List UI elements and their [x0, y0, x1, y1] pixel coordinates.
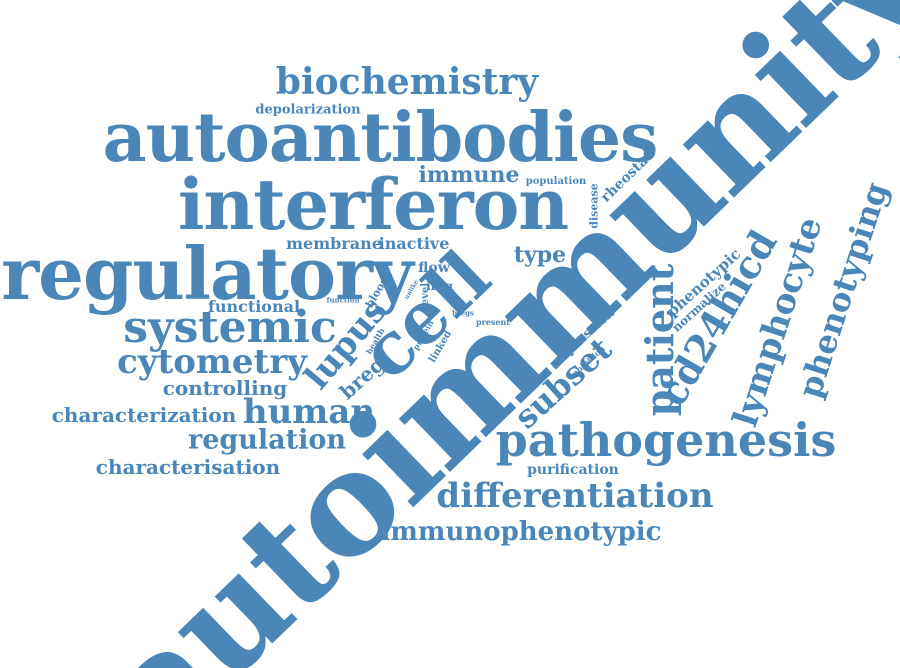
- word-regulation: regulation: [187, 424, 347, 456]
- word-immunophenotypic: immunophenotypic: [380, 517, 662, 547]
- word-present: present: [475, 317, 511, 327]
- word-population: population: [525, 176, 587, 187]
- word-disease: disease: [587, 183, 601, 229]
- word-function: function: [326, 295, 360, 305]
- word-characterization: characterization: [51, 403, 237, 427]
- word-differentiation: differentiation: [436, 476, 714, 516]
- word-membrane: membrane: [286, 234, 382, 253]
- word-pathogenesis: pathogenesis: [495, 413, 837, 467]
- word-cytometry: cytometry: [117, 342, 307, 382]
- word-characterisation: characterisation: [95, 455, 281, 479]
- word-depolarization: depolarization: [255, 102, 361, 118]
- word-bregs: bregs: [452, 308, 474, 318]
- word-human: human: [242, 392, 376, 432]
- word-immune: immune: [418, 162, 520, 188]
- word-ifna: ifnα: [426, 279, 454, 293]
- word-purification: purification: [527, 462, 619, 478]
- word-inactive: inactive: [378, 234, 450, 253]
- word-autoantibodies: autoantibodies: [102, 98, 659, 178]
- word-regulatory: regulatory: [1, 231, 413, 316]
- word-interferon: interferon: [177, 163, 569, 246]
- word-controlling: controlling: [162, 376, 288, 400]
- word-level: level: [420, 282, 431, 310]
- word-biochemistry: biochemistry: [275, 61, 539, 103]
- word-flow: flow: [418, 260, 450, 276]
- word-systemic: systemic: [123, 302, 337, 353]
- word-functional: functional: [207, 297, 301, 316]
- word-type: type: [513, 242, 567, 268]
